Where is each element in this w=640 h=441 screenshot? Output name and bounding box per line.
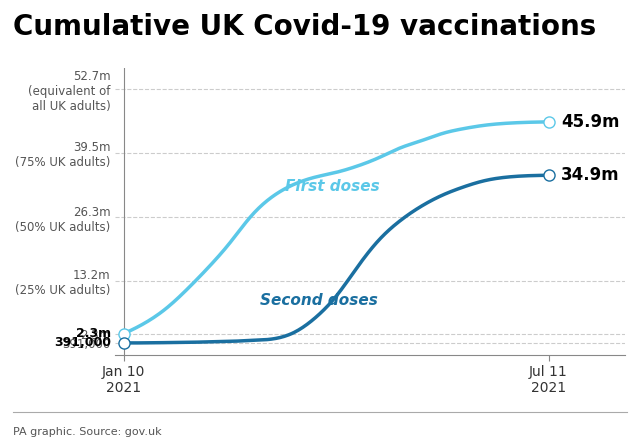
Text: 45.9m: 45.9m [561, 113, 620, 131]
Text: 34.9m: 34.9m [561, 166, 620, 184]
Text: Cumulative UK Covid-19 vaccinations: Cumulative UK Covid-19 vaccinations [13, 13, 596, 41]
Text: First doses: First doses [285, 179, 380, 194]
Text: 391,000: 391,000 [54, 336, 111, 349]
Text: 2.3m: 2.3m [76, 327, 111, 340]
Text: Second doses: Second doses [260, 293, 378, 308]
Text: PA graphic. Source: gov.uk: PA graphic. Source: gov.uk [13, 426, 161, 437]
